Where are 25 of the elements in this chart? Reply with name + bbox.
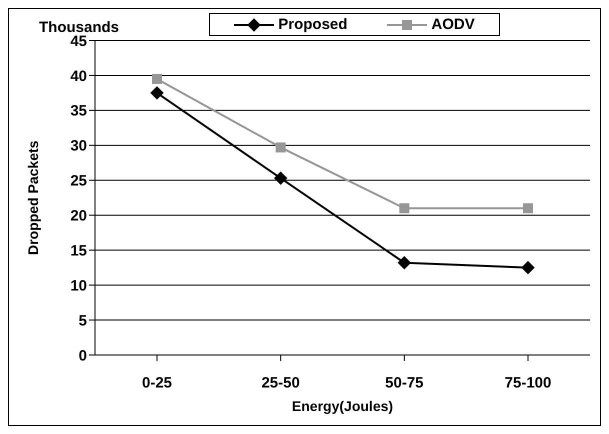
point [399, 203, 410, 214]
x-axis-title: Energy(Joules) [292, 398, 394, 414]
x-tick-label: 0-25 [142, 374, 172, 392]
y-tick-label: 20 [70, 208, 87, 225]
point [274, 172, 288, 185]
x-tick-label: 25-50 [261, 374, 300, 392]
y-tick-label: 5 [78, 312, 87, 330]
y-tick-label: 40 [70, 68, 87, 85]
y-tick-label: 10 [70, 277, 87, 294]
y-axis-title: Dropped Packets [24, 140, 41, 255]
x-tick-label: 50-75 [385, 374, 424, 392]
y-tick-label: 25 [70, 172, 87, 190]
legend-label: Proposed [277, 16, 348, 33]
y-tick-label: 0 [78, 347, 87, 364]
point [152, 74, 162, 84]
x-tick-label: 75-100 [504, 374, 552, 392]
point [398, 256, 411, 270]
y-tick-label: 15 [70, 242, 87, 260]
point [522, 261, 534, 274]
point [150, 86, 164, 100]
y-tick-label: 35 [70, 102, 87, 120]
legend-label: AODV [430, 16, 475, 33]
y-tick-label: 30 [70, 138, 87, 155]
point [276, 142, 286, 152]
point [523, 203, 533, 214]
